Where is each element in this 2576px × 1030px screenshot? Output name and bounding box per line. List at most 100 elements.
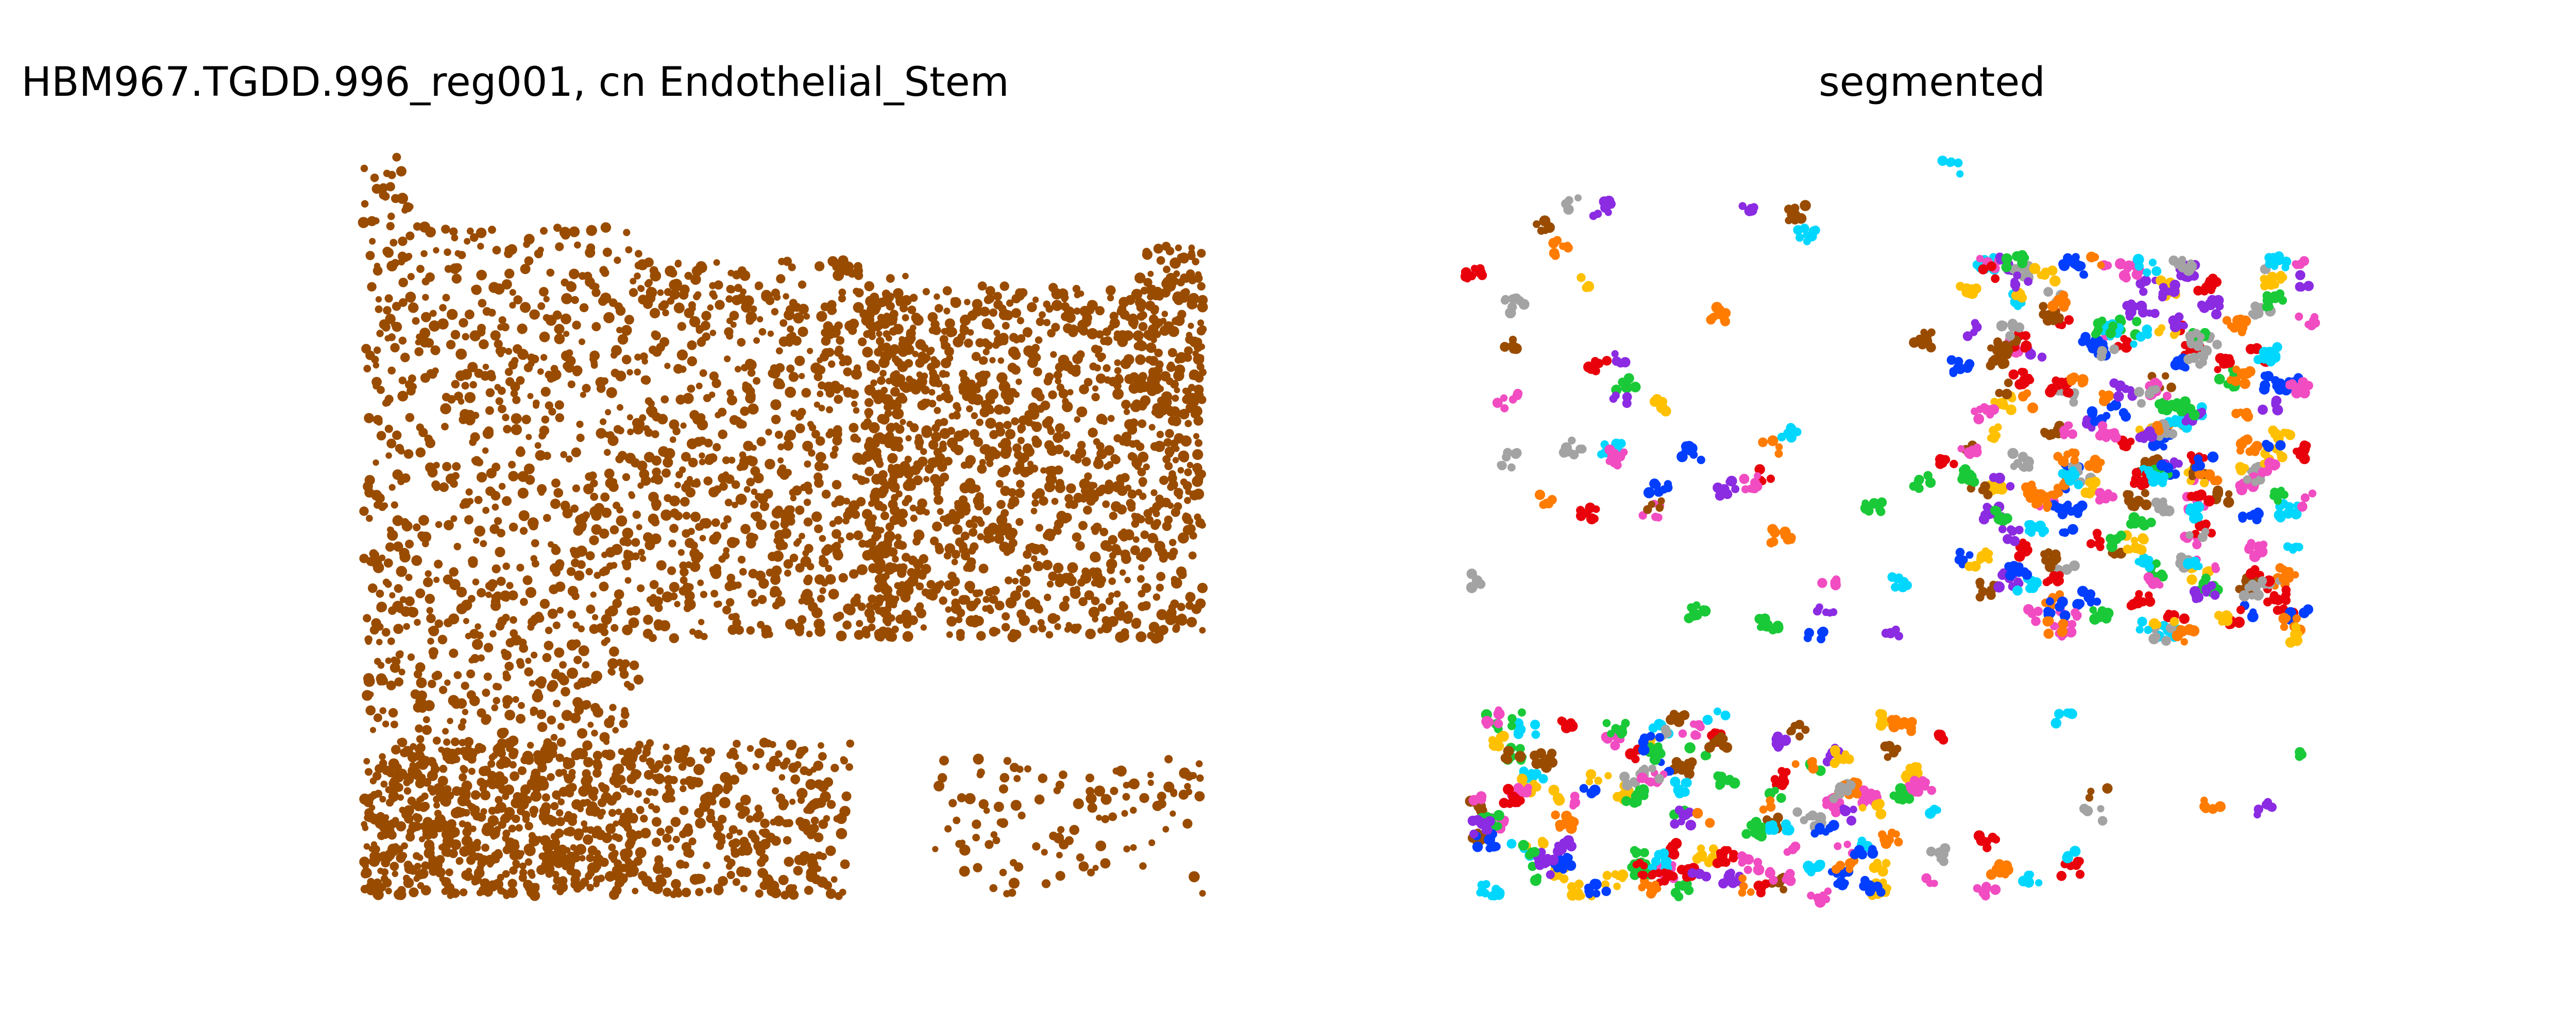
scatter-point (1949, 367, 1958, 375)
scatter-point (695, 523, 703, 531)
scatter-point (946, 631, 953, 638)
scatter-point (1783, 768, 1791, 776)
scatter-point (415, 588, 426, 598)
scatter-point (495, 546, 505, 557)
segment-cluster (1513, 718, 1540, 740)
scatter-point (828, 360, 836, 368)
scatter-point (397, 390, 409, 402)
scatter-point (785, 430, 796, 441)
scatter-point (985, 452, 995, 462)
scatter-point (2295, 312, 2303, 321)
scatter-point (392, 152, 401, 162)
scatter-point (502, 695, 513, 706)
scatter-point (699, 324, 706, 332)
scatter-point (1507, 302, 1517, 312)
scatter-point (1121, 603, 1128, 610)
scatter-point (709, 371, 719, 381)
scatter-point (836, 828, 848, 839)
scatter-point (462, 333, 469, 340)
scatter-point (494, 339, 503, 349)
scatter-point (2204, 469, 2215, 480)
scatter-point (902, 314, 909, 321)
scatter-point (582, 787, 590, 795)
scatter-point (586, 854, 595, 862)
scatter-point (799, 373, 805, 380)
scatter-point (1111, 544, 1121, 554)
scatter-point (1184, 783, 1191, 790)
scatter-point (677, 549, 685, 556)
scatter-point (1150, 489, 1158, 496)
scatter-point (386, 261, 398, 272)
scatter-point (552, 884, 559, 890)
scatter-point (739, 568, 747, 576)
scatter-point (433, 247, 439, 254)
scatter-point (1502, 453, 1511, 462)
scatter-point (632, 887, 639, 895)
scatter-point (540, 354, 548, 361)
scatter-point (555, 242, 564, 251)
scatter-point (383, 306, 392, 315)
scatter-point (906, 375, 913, 383)
scatter-point (570, 844, 577, 851)
scatter-point (372, 562, 384, 573)
scatter-point (1040, 400, 1050, 410)
scatter-point (575, 844, 587, 855)
scatter-point (1059, 839, 1069, 850)
scatter-point (962, 507, 970, 516)
scatter-point (890, 387, 900, 397)
scatter-point (397, 886, 406, 895)
scatter-point (982, 348, 990, 355)
scatter-point (1182, 387, 1189, 394)
scatter-point (819, 535, 826, 542)
scatter-point (1193, 384, 1204, 395)
scatter-point (825, 888, 837, 899)
scatter-point (1120, 310, 1130, 320)
scatter-point (530, 614, 540, 624)
scatter-point (1674, 881, 1684, 890)
scatter-point (1002, 322, 1010, 330)
scatter-point (1056, 575, 1066, 585)
scatter-point (754, 804, 762, 813)
scatter-point (1777, 780, 1787, 791)
scatter-point (363, 843, 370, 850)
scatter-point (889, 505, 900, 516)
scatter-point (874, 324, 882, 332)
scatter-point (1189, 490, 1200, 501)
scatter-point (415, 724, 423, 733)
scatter-point (1089, 567, 1098, 577)
scatter-point (563, 331, 570, 337)
scatter-point (765, 458, 775, 470)
scatter-point (406, 203, 414, 211)
scatter-point (747, 369, 756, 377)
segment-cluster (1611, 373, 1641, 396)
scatter-point (996, 818, 1005, 827)
scatter-point (612, 791, 622, 801)
scatter-point (1169, 547, 1178, 557)
scatter-point (892, 555, 899, 563)
scatter-point (365, 705, 376, 716)
scatter-point (1044, 467, 1053, 475)
scatter-point (1139, 479, 1146, 487)
scatter-point (755, 846, 766, 856)
scatter-point (509, 289, 516, 296)
scatter-point (1181, 288, 1190, 297)
scatter-point (558, 676, 566, 684)
scatter-point (853, 287, 860, 295)
scatter-point (504, 368, 513, 376)
scatter-point (740, 524, 751, 535)
scatter-point (622, 624, 633, 636)
scatter-point (461, 681, 469, 690)
scatter-point (1138, 322, 1148, 331)
scatter-point (601, 614, 612, 625)
scatter-point (1493, 887, 1505, 899)
scatter-point (617, 404, 623, 411)
scatter-point (1037, 619, 1045, 627)
scatter-point (408, 302, 419, 313)
scatter-point (508, 360, 518, 370)
scatter-point (1512, 448, 1522, 458)
scatter-point (398, 258, 405, 266)
scatter-point (1971, 319, 1979, 328)
scatter-point (386, 680, 396, 691)
scatter-point (466, 855, 476, 865)
scatter-point (1008, 496, 1020, 507)
